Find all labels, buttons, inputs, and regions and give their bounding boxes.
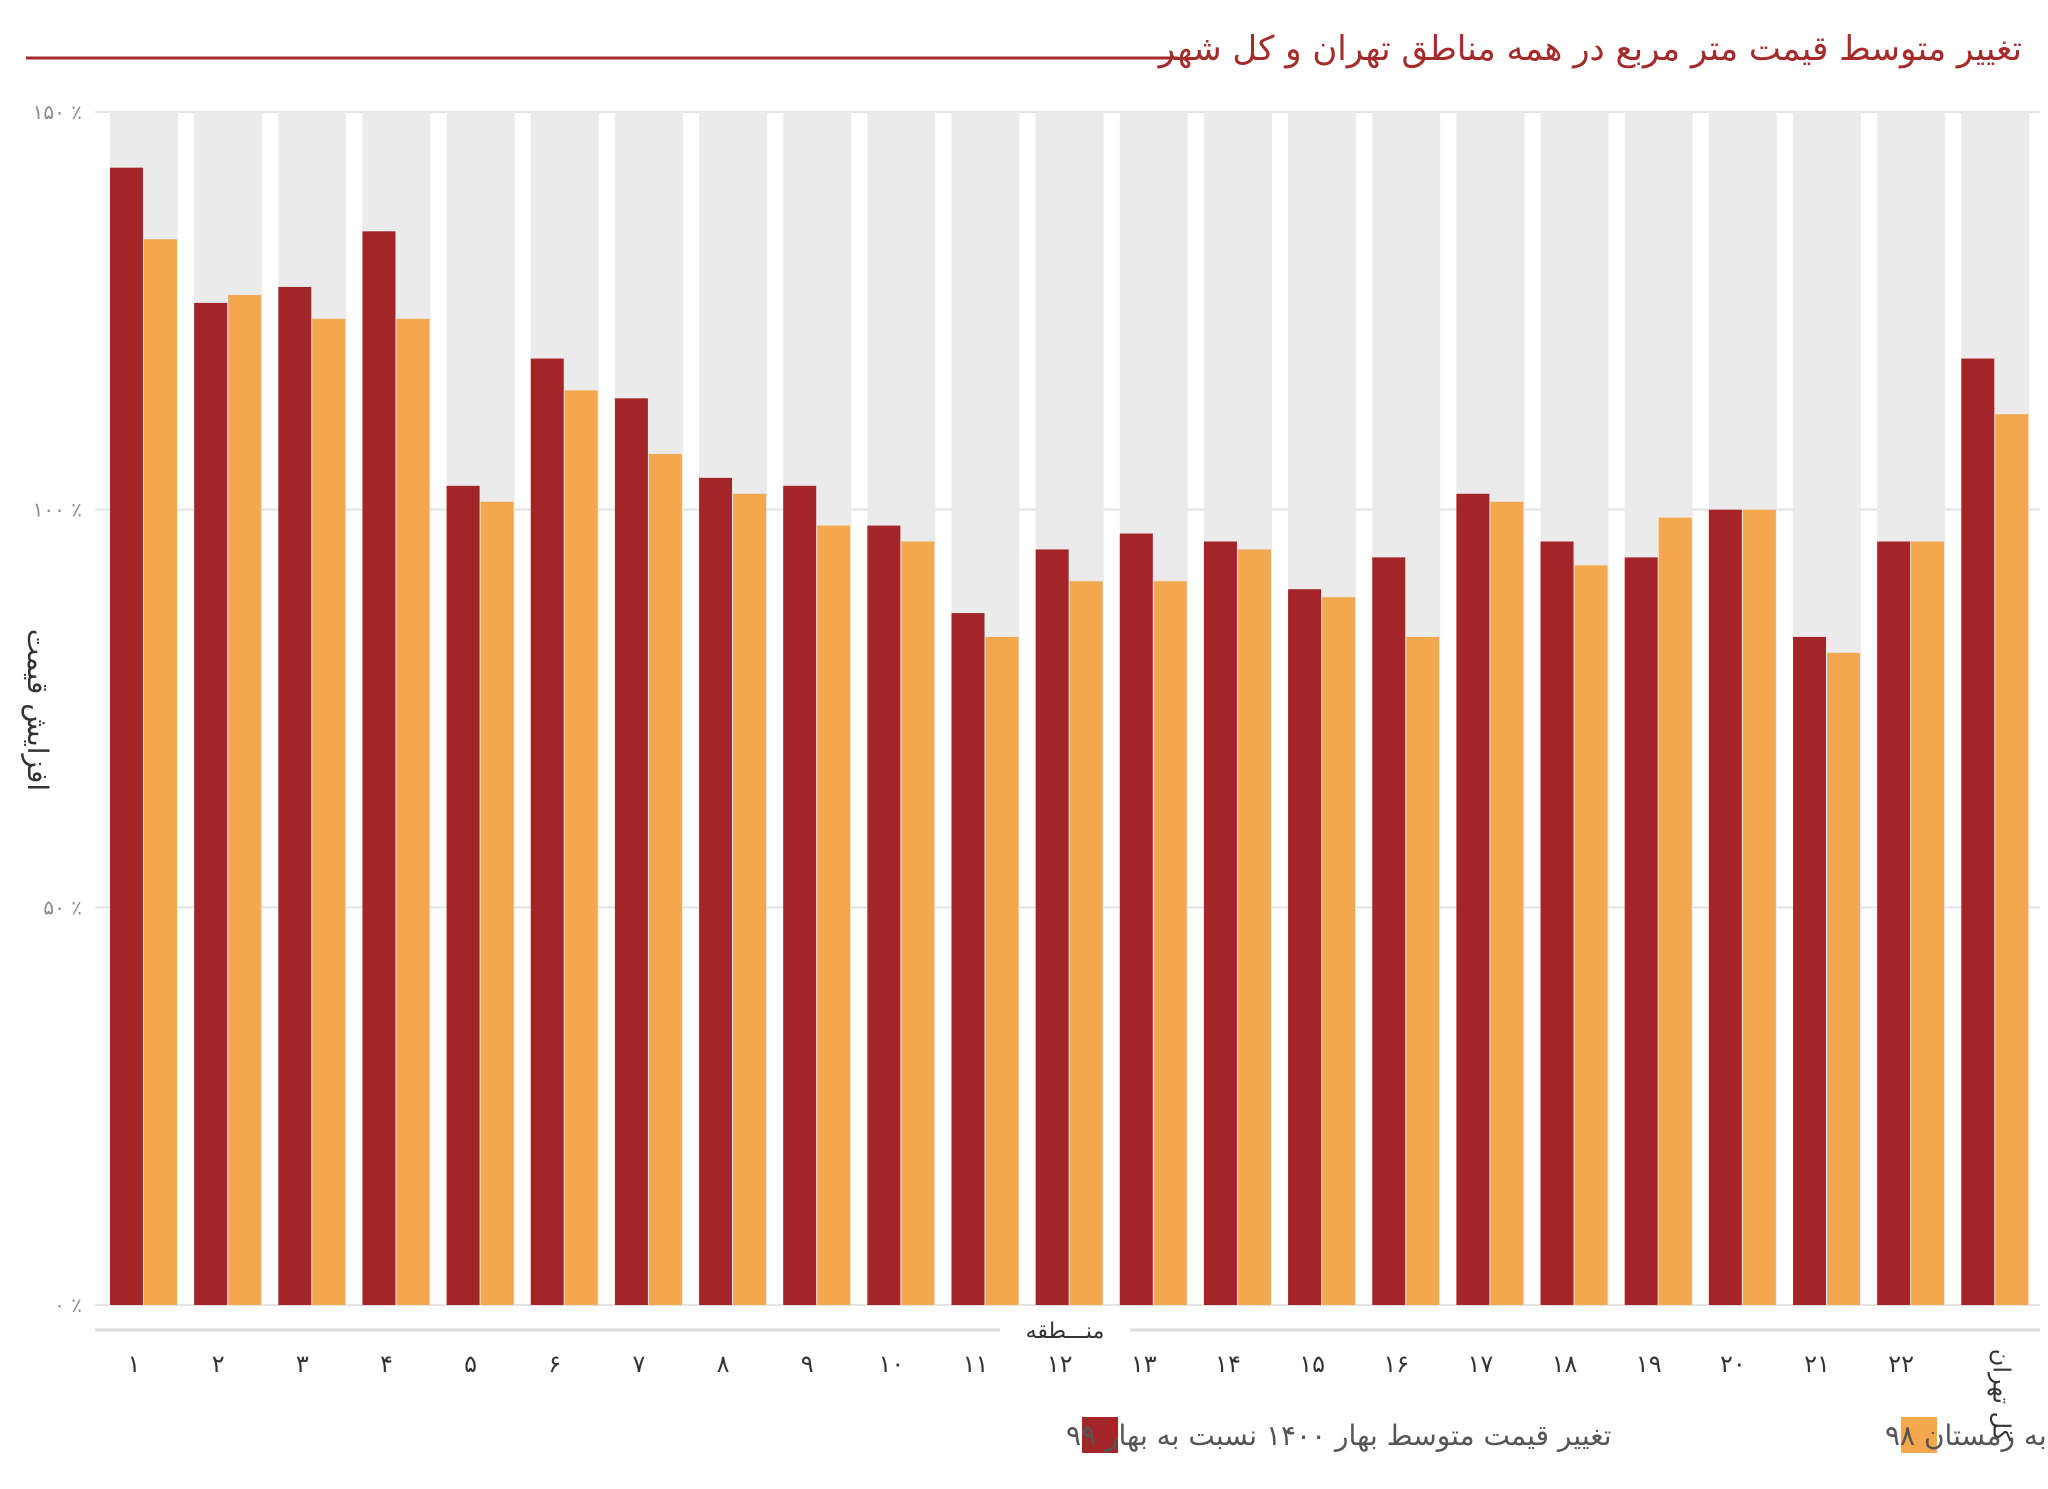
bar-series-1 xyxy=(1877,541,1911,1305)
x-tick-label: ۲۲ xyxy=(1888,1350,1914,1378)
x-tick-label: ۵ xyxy=(464,1350,477,1378)
bar-series-1 xyxy=(1793,636,1826,1305)
bar-series-2 xyxy=(1995,414,2029,1305)
bar-series-2 xyxy=(1490,501,1524,1305)
bar-series-2 xyxy=(901,541,935,1305)
bar-series-2 xyxy=(1911,541,1945,1305)
bar-series-1 xyxy=(110,167,143,1305)
bar-series-1 xyxy=(1372,557,1406,1305)
x-axis-label-bg xyxy=(1000,1313,1130,1347)
chart-title: تغییر متوسط قیمت متر مربع در همه مناطق ت… xyxy=(1157,29,2022,69)
bar-series-1 xyxy=(194,302,228,1305)
y-tick-label: ۱۰۰ ٪ xyxy=(33,498,82,522)
x-axis-group: منـــطقه xyxy=(95,1313,2040,1347)
bar-series-2 xyxy=(228,294,262,1306)
legend-swatch-series-2 xyxy=(1901,1417,1937,1453)
x-tick-label: ۱ xyxy=(128,1350,141,1378)
x-tick-label: ۱۲ xyxy=(1047,1350,1073,1378)
bar-series-1 xyxy=(614,398,648,1305)
bar-series-2 xyxy=(312,318,346,1306)
legend: تغییر قیمت متوسط بهار ۱۴۰۰ نسبت به بهار … xyxy=(1066,1417,2048,1453)
x-tick-label: ۱۹ xyxy=(1636,1350,1662,1378)
x-tick-label: ۲۰ xyxy=(1720,1350,1746,1378)
x-tick-label: ۹ xyxy=(801,1350,814,1378)
bar-series-2 xyxy=(1322,597,1356,1305)
bar-series-1 xyxy=(1288,589,1322,1305)
x-tick-label: ۴ xyxy=(380,1350,393,1378)
x-tick-label: ۱۶ xyxy=(1383,1350,1409,1378)
bar-series-1 xyxy=(446,485,480,1306)
bars-group xyxy=(110,167,2029,1306)
bar-series-2 xyxy=(1237,549,1271,1305)
bar-series-1 xyxy=(867,525,901,1305)
x-tick-label: کل تهران xyxy=(1987,1349,2015,1442)
legend-label-series-2: تغییر متوسط قیمت زمستان ۹۹ نسبت به زمستا… xyxy=(1885,1419,2048,1452)
x-tick-label: ۱۸ xyxy=(1552,1350,1578,1378)
bar-series-1 xyxy=(1540,541,1574,1305)
bar-series-1 xyxy=(1456,493,1490,1305)
y-tick-label: ۱۵۰ ٪ xyxy=(33,100,82,124)
bar-series-2 xyxy=(564,390,598,1305)
x-tick-label: ۱۱ xyxy=(963,1350,989,1378)
x-tick-label: ۱۵ xyxy=(1299,1350,1325,1378)
bar-series-1 xyxy=(1624,557,1658,1305)
bar-series-2 xyxy=(1069,581,1103,1305)
bar-series-2 xyxy=(1153,581,1187,1305)
bar-series-2 xyxy=(817,525,851,1305)
bar-series-2 xyxy=(144,239,177,1306)
x-tick-label: ۶ xyxy=(548,1350,561,1378)
bar-series-2 xyxy=(648,453,682,1305)
bar-series-1 xyxy=(951,613,985,1305)
x-tick-label: ۳ xyxy=(296,1350,309,1378)
x-tick-label: ۲ xyxy=(212,1350,225,1378)
x-tick-label: ۷ xyxy=(632,1350,645,1378)
bar-series-1 xyxy=(1119,533,1153,1305)
legend-label-series-1: تغییر قیمت متوسط بهار ۱۴۰۰ نسبت به بهار … xyxy=(1066,1419,1612,1452)
bar-series-2 xyxy=(396,318,430,1306)
bar-series-2 xyxy=(1406,636,1440,1305)
bar-series-2 xyxy=(1658,517,1692,1305)
bar-series-2 xyxy=(985,636,1019,1305)
x-axis-label: منـــطقه xyxy=(1026,1319,1105,1344)
bar-series-2 xyxy=(1742,509,1776,1306)
bar-series-1 xyxy=(530,358,564,1305)
x-tick-label: ۲۱ xyxy=(1804,1350,1830,1378)
x-tick-label: ۱۷ xyxy=(1468,1350,1494,1378)
bar-series-1 xyxy=(278,286,312,1305)
x-tick-group: ۱ ۲ ۳ ۴ ۵ ۶ ۷ ۸ ۹ ۱۰ ۱۱ ۱۲ ۱۳ ۱۴ ۱۵ ۱۶ ۱۷ ۱۸ ۱۹ ۲۰ ۲۱ ۲۲ کل ته… xyxy=(128,1349,2016,1442)
y-tick-group: ۰ ٪ ۵۰ ٪ ۱۰۰ ٪ ۱۵۰ ٪ xyxy=(33,100,82,1317)
y-tick-label: ۰ ٪ xyxy=(54,1293,82,1317)
y-tick-label: ۵۰ ٪ xyxy=(43,895,82,919)
x-tick-label: ۱۴ xyxy=(1215,1350,1241,1378)
bar-series-2 xyxy=(733,493,767,1305)
bar-series-2 xyxy=(1827,652,1860,1305)
bar-series-2 xyxy=(1574,565,1608,1305)
bar-series-1 xyxy=(362,231,396,1305)
title-group: تغییر متوسط قیمت متر مربع در همه مناطق ت… xyxy=(26,29,2022,69)
bar-series-1 xyxy=(699,477,733,1305)
bar-series-2 xyxy=(480,501,514,1305)
x-tick-label: ۱۳ xyxy=(1131,1350,1157,1378)
legend-swatch-series-1 xyxy=(1082,1417,1118,1453)
bar-series-1 xyxy=(1708,509,1742,1306)
x-tick-label: ۸ xyxy=(717,1350,730,1378)
x-tick-label: ۱۰ xyxy=(878,1350,904,1378)
bar-series-1 xyxy=(1203,541,1237,1305)
bar-series-1 xyxy=(783,485,817,1306)
bar-series-1 xyxy=(1035,549,1069,1305)
y-axis-label: افزایش قیمت xyxy=(21,629,54,791)
bar-series-1 xyxy=(1961,358,1995,1305)
